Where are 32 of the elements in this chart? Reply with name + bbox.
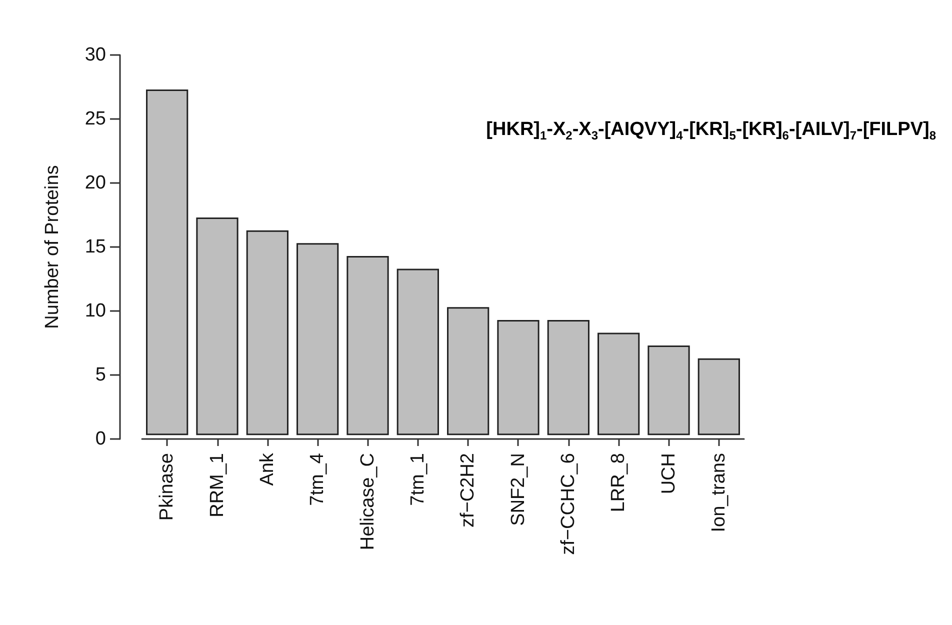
y-tick-label: 0 — [95, 428, 106, 450]
bar — [196, 218, 238, 436]
x-tick-label: Ion_trans — [708, 453, 730, 532]
bar — [296, 243, 339, 436]
x-tick-label: Pkinase — [156, 453, 178, 521]
y-tick-label: 25 — [84, 108, 106, 130]
y-axis-title: Number of Proteins — [42, 165, 63, 329]
x-tick-label: Ank — [256, 452, 278, 486]
x-tick-label: zf−C2H2 — [458, 453, 479, 528]
bar — [648, 346, 690, 436]
x-tick-label: zf−CCHC_6 — [558, 453, 579, 555]
y-tick-label: 30 — [84, 44, 106, 66]
bar — [447, 307, 490, 436]
bar — [146, 90, 188, 436]
bar — [497, 320, 540, 436]
y-tick-label: 10 — [84, 300, 106, 322]
y-tick-label: 15 — [84, 236, 106, 258]
x-tick-label: RRM_1 — [206, 453, 228, 518]
y-tick-label: 20 — [84, 172, 106, 194]
bar — [246, 230, 288, 436]
bar — [598, 332, 640, 436]
bar — [346, 256, 389, 436]
bar — [698, 358, 740, 436]
x-tick-label: 7tm_4 — [307, 452, 328, 506]
x-tick-label: LRR_8 — [608, 453, 630, 512]
bar — [547, 320, 590, 436]
x-tick-label: 7tm_1 — [407, 453, 428, 506]
x-tick-label: SNF2_N — [508, 453, 529, 526]
x-tick-label: Helicase_C — [357, 453, 378, 550]
x-tick-label: UCH — [658, 453, 680, 494]
y-tick-label: 5 — [95, 364, 106, 386]
bar — [396, 268, 439, 436]
